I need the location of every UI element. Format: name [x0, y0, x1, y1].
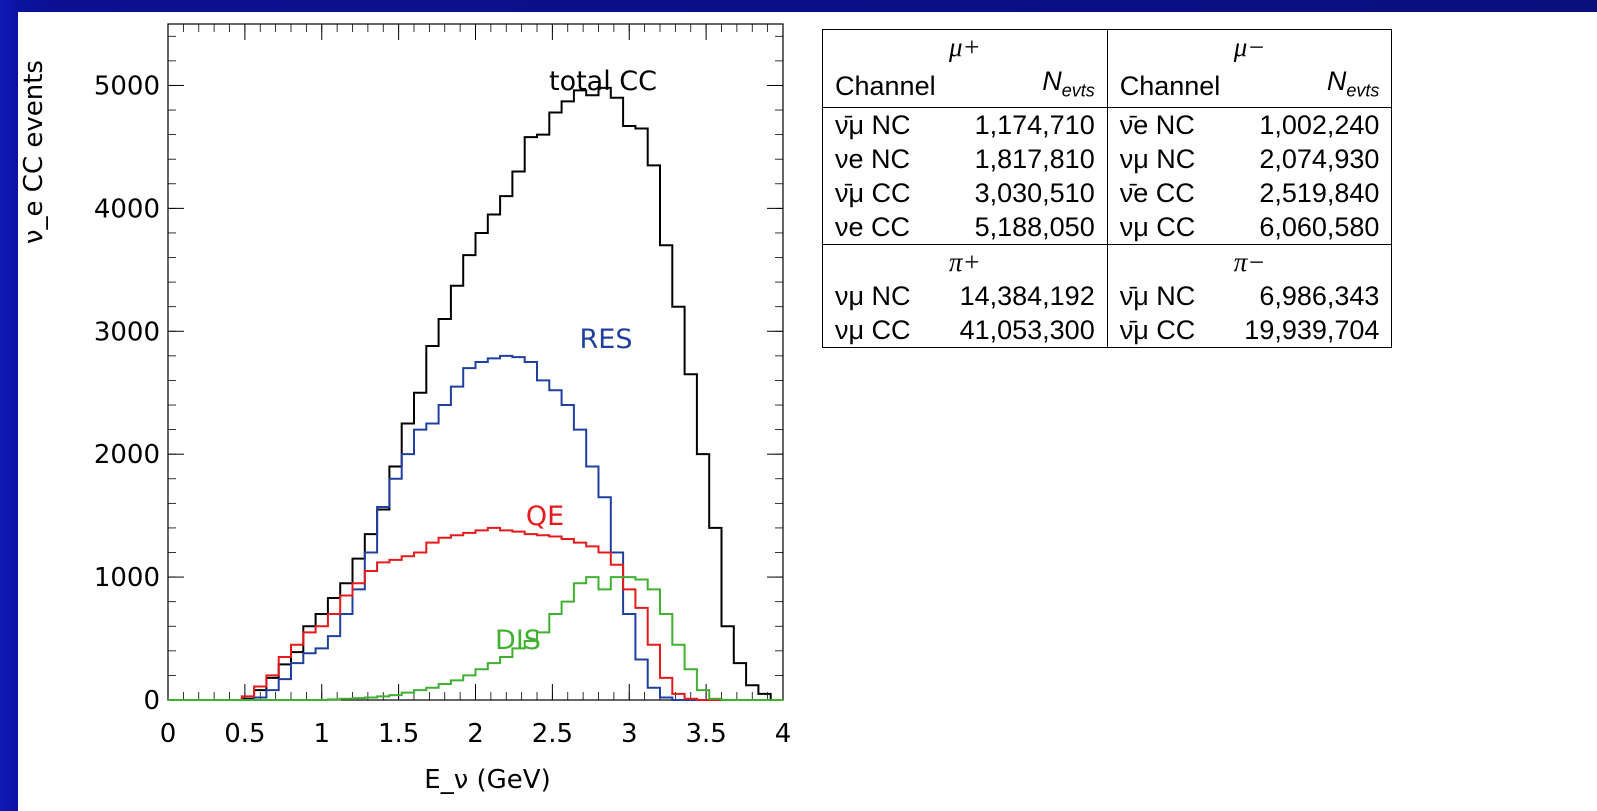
events-table: μ+ μ− Channel Nevts Channel Nevts ν̄μ NC…: [822, 29, 1393, 349]
group-mu-minus: μ−: [1233, 32, 1266, 62]
channel-cell: νμ CC: [1119, 212, 1196, 243]
y-tick-label: 3000: [94, 317, 160, 347]
col-channel-right: Channel: [1107, 64, 1233, 109]
nevts-cell: 1,002,240: [1259, 110, 1380, 141]
nevts-cell: 1,817,810: [947, 142, 1108, 177]
label-dis: DIS: [495, 625, 541, 656]
nevts-cell: 2,519,840: [1259, 178, 1380, 209]
table-row: νμ NC 14,384,192 ν̄μ NC 6,986,343: [823, 279, 1392, 314]
y-tick-label: 4000: [94, 194, 160, 224]
x-tick-label: 3: [621, 719, 638, 749]
table-row: ν̄μ CC 3,030,510 ν̄e CC 2,519,840: [823, 176, 1392, 211]
table-row: νe NC 1,817,810 νμ NC 2,074,930: [823, 142, 1392, 177]
chart-axes: 0 0.5 1 1.5 2 2.5 3 3.5 4 0 1000 2000 3000 4000 5000 E_…: [19, 23, 792, 795]
x-tick-label: 4: [775, 719, 792, 749]
table-row: ν̄μ NC 1,174,710 ν̄e NC 1,002,240: [823, 107, 1392, 143]
channel-cell: ν̄μ CC: [1119, 315, 1196, 346]
x-tick-label: 0: [160, 719, 177, 749]
slide-canvas: 0 0.5 1 1.5 2 2.5 3 3.5 4 0 1000 2000 3000 4000 5000 E_…: [18, 12, 1597, 811]
table-row: νe CC 5,188,050 νμ CC 6,060,580: [823, 210, 1392, 245]
nevts-cell: 3,030,510: [947, 176, 1108, 211]
channel-cell: νμ CC: [835, 315, 911, 346]
y-axis-label: ν_e CC events: [19, 60, 49, 244]
table-column-header: Channel Nevts Channel Nevts: [822, 64, 1392, 109]
series-dis: [168, 576, 783, 701]
chart-series: [168, 86, 783, 701]
nevts-cell: 6,986,343: [1259, 281, 1380, 312]
group-mu-plus: μ+: [822, 29, 1108, 64]
nevts-cell: 1,174,710: [947, 107, 1108, 143]
series-total-cc: [168, 86, 783, 701]
x-tick-label: 3.5: [685, 719, 726, 749]
channel-cell: ν̄μ CC: [835, 178, 911, 209]
series-qe: [168, 526, 783, 701]
channel-cell: ν̄e CC: [1119, 178, 1195, 209]
nevts-cell: 14,384,192: [947, 279, 1108, 314]
table-group-header: π+ π−: [822, 244, 1392, 280]
col-channel-left: Channel: [822, 64, 948, 109]
x-tick-label: 2: [467, 719, 484, 749]
group-pi-minus: π−: [1107, 244, 1392, 280]
x-tick-label: 2.5: [532, 719, 573, 749]
nevts-cell: 6,060,580: [1259, 212, 1380, 243]
x-axis-label: E_ν (GeV): [424, 765, 550, 795]
channel-cell: νμ NC: [1119, 144, 1196, 175]
channel-cell: ν̄μ NC: [835, 110, 911, 141]
histogram-chart: 0 0.5 1 1.5 2 2.5 3 3.5 4 0 1000 2000 3000 4000 5000 E_…: [19, 23, 792, 795]
x-tick-label: 0.5: [224, 719, 265, 749]
label-total-cc: total CC: [549, 66, 657, 97]
x-tick-label: 1: [313, 719, 330, 749]
label-qe: QE: [526, 501, 564, 532]
channel-cell: νe NC: [835, 144, 911, 175]
series-res: [168, 354, 783, 701]
y-tick-label: 5000: [94, 71, 160, 101]
y-tick-label: 2000: [94, 440, 160, 470]
channel-cell: νμ NC: [835, 281, 911, 312]
channel-cell: νe CC: [835, 212, 911, 243]
col-nevts-left: Nevts: [947, 64, 1108, 109]
y-tick-label: 1000: [94, 563, 160, 593]
col-nevts-right: Nevts: [1232, 64, 1392, 109]
nevts-cell: 41,053,300: [947, 313, 1108, 348]
channel-cell: ν̄e NC: [1119, 110, 1195, 141]
table-group-header: μ+ μ−: [822, 29, 1392, 64]
channel-cell: ν̄μ NC: [1119, 281, 1196, 312]
table-row: νμ CC 41,053,300 ν̄μ CC 19,939,704: [823, 313, 1392, 348]
group-pi-plus: π+: [822, 244, 1108, 280]
label-res: RES: [580, 324, 633, 355]
nevts-cell: 19,939,704: [1244, 315, 1380, 346]
x-tick-label: 1.5: [378, 719, 419, 749]
y-tick-label: 0: [143, 686, 160, 716]
nevts-cell: 5,188,050: [947, 210, 1108, 245]
chart-labels: total CC RES QE DIS: [495, 66, 657, 656]
nevts-cell: 2,074,930: [1259, 144, 1380, 175]
